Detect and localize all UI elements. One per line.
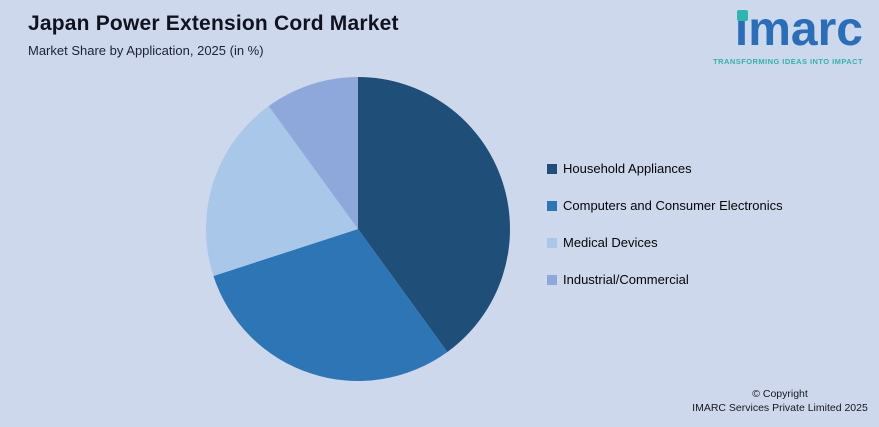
- legend-item-1: Computers and Consumer Electronics: [547, 198, 783, 213]
- pie-chart: [206, 77, 510, 382]
- header: Japan Power Extension Cord Market Market…: [28, 12, 399, 58]
- imarc-logo: imarc TRANSFORMING IDEAS INTO IMPACT: [713, 6, 863, 67]
- page-subtitle: Market Share by Application, 2025 (in %): [28, 43, 264, 58]
- imarc-logo-word: imarc: [734, 3, 863, 56]
- legend-label: Computers and Consumer Electronics: [563, 198, 783, 213]
- pie-slice-2: [206, 106, 358, 276]
- imarc-logo-dot-icon: [736, 10, 748, 21]
- legend-label: Medical Devices: [563, 235, 658, 250]
- page-title: Japan Power Extension Cord Market: [28, 12, 399, 35]
- legend-swatch-icon: [547, 237, 557, 248]
- legend: Household Appliances Computers and Consum…: [547, 161, 783, 287]
- copyright: © Copyright IMARC Services Private Limit…: [685, 387, 875, 415]
- legend-swatch-icon: [547, 274, 557, 285]
- pie-chart-container: [198, 69, 518, 389]
- legend-item-3: Industrial/Commercial: [547, 272, 783, 287]
- legend-item-0: Household Appliances: [547, 161, 783, 176]
- legend-swatch-icon: [547, 200, 557, 211]
- legend-swatch-icon: [547, 163, 557, 174]
- imarc-logo-tagline: TRANSFORMING IDEAS INTO IMPACT: [713, 57, 863, 66]
- pie-slice-3: [268, 77, 358, 229]
- legend-label: Household Appliances: [563, 161, 692, 176]
- copyright-line2: IMARC Services Private Limited 2025: [692, 401, 868, 414]
- pie-slice-0: [358, 77, 510, 352]
- legend-item-2: Medical Devices: [547, 235, 783, 250]
- imarc-logo-text: imarc: [735, 6, 863, 54]
- legend-label: Industrial/Commercial: [563, 272, 689, 287]
- pie-slice-1: [213, 229, 448, 382]
- copyright-line1: © Copyright: [752, 387, 808, 400]
